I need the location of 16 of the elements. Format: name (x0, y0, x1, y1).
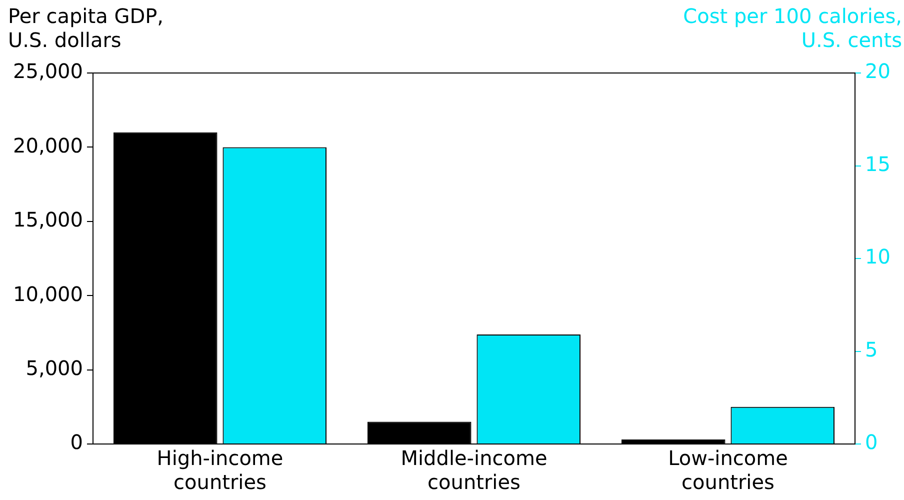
y-tick-label: 10,000 (13, 282, 83, 306)
x-tick-label: Low-income countries (668, 446, 788, 494)
y-tick-label: 0 (70, 430, 83, 454)
y2-tick-label: 15 (865, 152, 890, 176)
y2-tick-label: 20 (865, 59, 890, 84)
y-tick-label: 25,000 (13, 59, 83, 84)
y-axis-title: Per capita GDP, U.S. dollars (8, 4, 165, 52)
x-tick-label: Middle-income countries (400, 446, 548, 494)
y-tick-label: 15,000 (13, 208, 83, 232)
y2-axis-title: Cost per 100 calories, U.S. cents (682, 4, 902, 52)
y2-tick-label: 0 (865, 430, 878, 454)
y2-tick-label: 10 (865, 244, 890, 269)
x-tick-label: High-income countries (156, 446, 284, 494)
y2-tick-label: 5 (865, 337, 878, 362)
y-tick-label: 5,000 (26, 356, 83, 380)
y-tick-label: 20,000 (13, 133, 83, 158)
